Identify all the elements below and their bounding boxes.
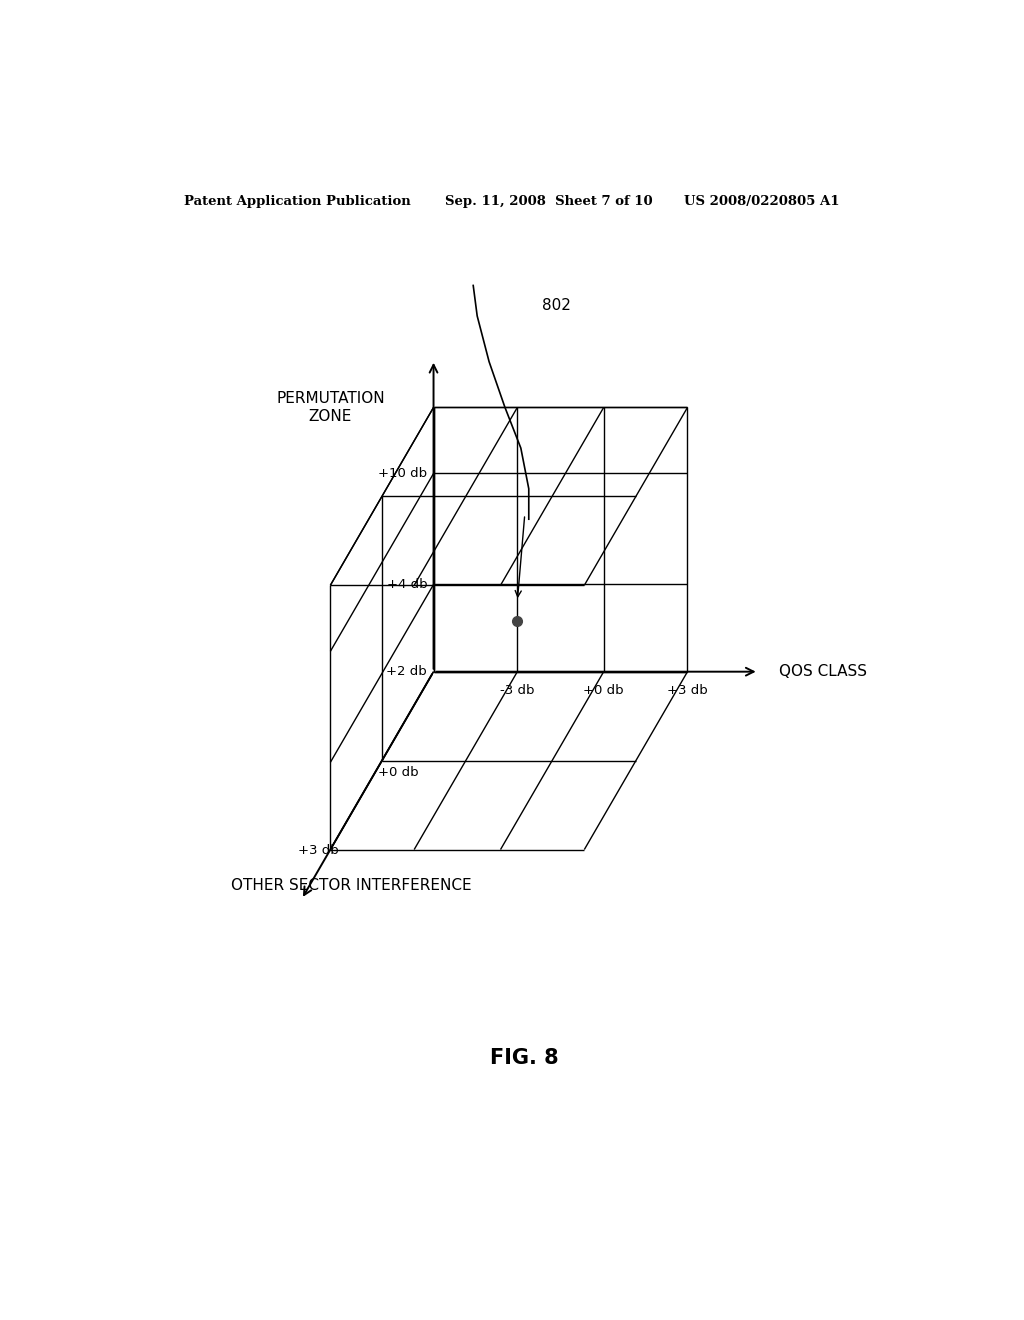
Text: +0 db: +0 db: [584, 684, 624, 697]
Text: +10 db: +10 db: [378, 467, 427, 480]
Text: +3 db: +3 db: [298, 845, 338, 858]
Text: +2 db: +2 db: [386, 665, 427, 678]
Text: PERMUTATION
ZONE: PERMUTATION ZONE: [276, 391, 385, 424]
Text: +4 db: +4 db: [387, 578, 427, 591]
Text: +3 db: +3 db: [667, 684, 708, 697]
Text: -3 db: -3 db: [500, 684, 535, 697]
Text: 802: 802: [542, 298, 571, 313]
Text: Patent Application Publication: Patent Application Publication: [183, 194, 411, 207]
Text: QOS CLASS: QOS CLASS: [779, 664, 867, 680]
Text: FIG. 8: FIG. 8: [490, 1048, 559, 1068]
Text: +0 db: +0 db: [378, 766, 418, 779]
Text: Sep. 11, 2008  Sheet 7 of 10: Sep. 11, 2008 Sheet 7 of 10: [445, 194, 653, 207]
Text: US 2008/0220805 A1: US 2008/0220805 A1: [684, 194, 839, 207]
Text: OTHER SECTOR INTERFERENCE: OTHER SECTOR INTERFERENCE: [231, 878, 472, 892]
